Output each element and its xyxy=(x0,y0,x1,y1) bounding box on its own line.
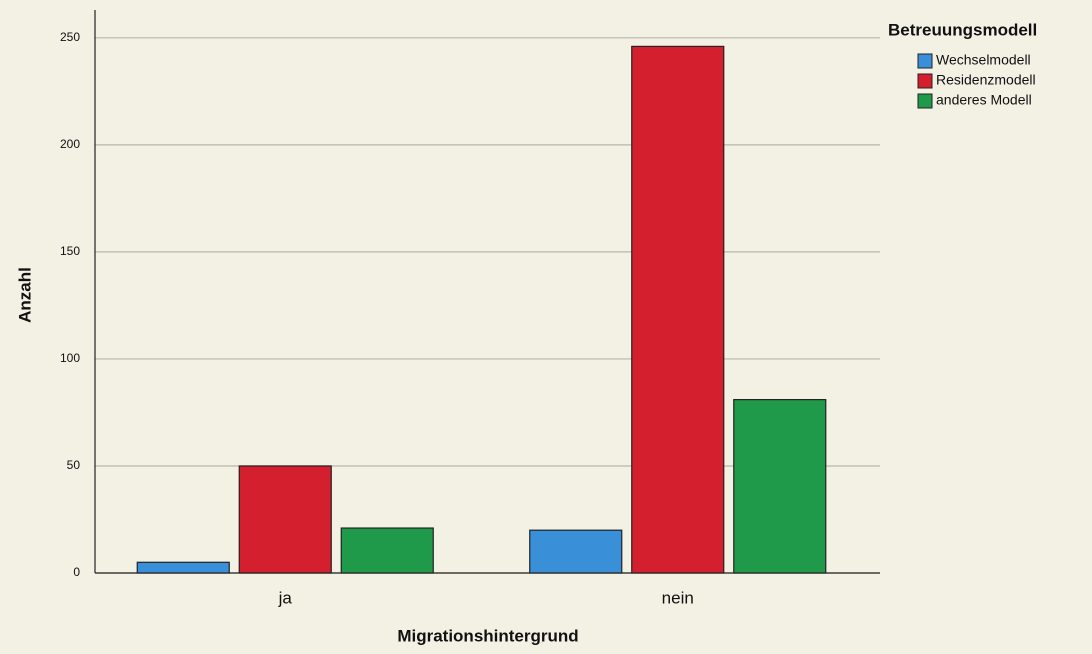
legend-label: Wechselmodell xyxy=(936,52,1031,68)
y-tick-label: 200 xyxy=(60,137,80,151)
y-tick-label: 150 xyxy=(60,244,80,258)
y-tick-label: 50 xyxy=(67,458,81,472)
bar xyxy=(631,45,725,574)
y-axis-title: Anzahl xyxy=(15,267,34,323)
legend-swatch xyxy=(917,53,933,69)
legend-swatch xyxy=(917,93,933,109)
legend-swatch xyxy=(917,73,933,89)
x-tick-label: ja xyxy=(278,588,293,607)
bar xyxy=(529,529,623,574)
bar xyxy=(733,399,827,574)
y-tick-label: 100 xyxy=(60,351,80,365)
legend-label: Residenzmodell xyxy=(936,72,1036,88)
x-axis-title: Migrationshintergrund xyxy=(397,626,578,645)
y-tick-label: 0 xyxy=(73,565,80,579)
legend-label: anderes Modell xyxy=(936,92,1032,108)
bar xyxy=(136,561,230,574)
legend-title: Betreuungsmodell xyxy=(888,20,1037,39)
x-tick-label: nein xyxy=(662,588,694,607)
bar xyxy=(340,527,434,574)
y-tick-label: 250 xyxy=(60,30,80,44)
bar xyxy=(238,465,332,574)
